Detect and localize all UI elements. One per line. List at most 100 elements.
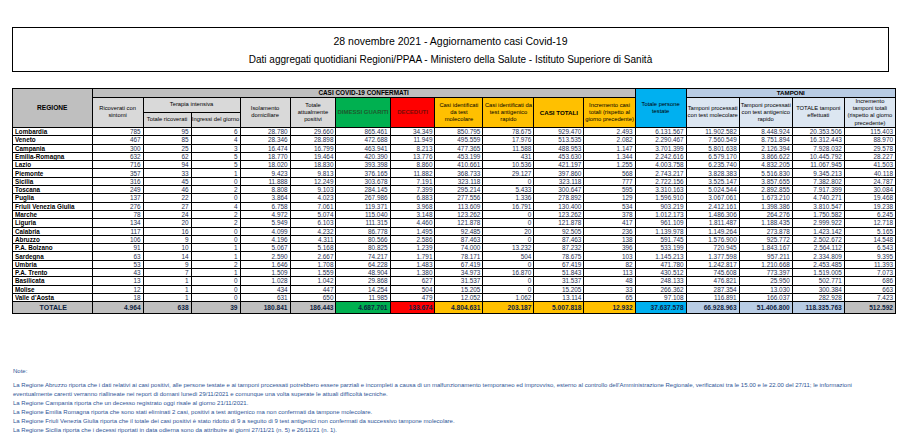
data-cell: 29.868 [336, 277, 390, 285]
data-cell: 453.630 [534, 152, 584, 160]
data-cell: 5.949 [240, 219, 290, 227]
data-cell: 376.165 [336, 169, 390, 177]
data-cell: 2.999.922 [792, 219, 844, 227]
data-cell: 1.495 [390, 227, 435, 235]
header-tamponi-totale: TOTALE tamponi effettuati [792, 98, 844, 128]
data-cell: 2.453.485 [792, 260, 844, 268]
header-ti-ingressi: Ingressi del giorno [191, 112, 240, 127]
header-tamponi-antigenico: Tamponi processati con test antigenico r… [739, 98, 792, 128]
data-cell: 502.771 [792, 277, 844, 285]
data-cell: 3.701.399 [635, 144, 686, 152]
data-cell: 30.084 [844, 186, 895, 194]
data-cell: 85 [143, 136, 191, 144]
data-cell: 300.647 [534, 186, 584, 194]
data-cell: 9.345.213 [792, 169, 844, 177]
data-cell: 686 [844, 277, 895, 285]
data-cell: 64.228 [336, 260, 390, 268]
data-cell: 9 [143, 260, 191, 268]
data-cell: 7.382.802 [792, 177, 844, 185]
data-cell: 65 [584, 293, 635, 301]
data-cell: 11.949 [390, 136, 435, 144]
data-cell: 7.423 [844, 293, 895, 301]
region-name: Molise [13, 285, 93, 293]
data-cell: 87.463 [534, 235, 584, 243]
region-name: Veneto [13, 136, 93, 144]
data-cell: 1.377.598 [686, 252, 739, 260]
data-cell: 92.485 [435, 227, 483, 235]
totale-cell: 5.007.818 [534, 302, 584, 314]
data-cell: 1.559 [290, 268, 336, 276]
data-cell: 9.395 [844, 252, 895, 260]
table-body: Lombardia78595628.78029.660865.46134.349… [13, 127, 896, 313]
data-cell: 6.245 [844, 210, 895, 218]
region-name: P.A. Bolzano [13, 244, 93, 252]
data-cell: 266.362 [635, 285, 686, 293]
data-cell: 119.371 [336, 202, 390, 210]
data-cell: 5.067 [240, 244, 290, 252]
data-cell: 397.860 [534, 169, 584, 177]
data-cell: 1.149.264 [686, 227, 739, 235]
table-row: Liguria1342025.9496.103111.3154.460121.8… [13, 219, 896, 227]
region-name: Sardegna [13, 252, 93, 260]
data-cell: 121.878 [534, 219, 584, 227]
totale-cell: 4.687.701 [336, 302, 390, 314]
data-cell: 1.596.910 [635, 194, 686, 202]
data-cell: 19.238 [844, 202, 895, 210]
data-cell: 4.972 [240, 210, 290, 218]
data-cell: 1.486.306 [686, 210, 739, 218]
data-cell: 421.197 [534, 161, 584, 169]
region-name: Lazio [13, 161, 93, 169]
data-cell: 33 [584, 285, 635, 293]
data-cell: 6.235.740 [686, 161, 739, 169]
data-cell: 0 [191, 235, 240, 243]
data-cell: 78 [92, 210, 143, 218]
data-cell: 34.973 [435, 268, 483, 276]
data-cell: 86.778 [336, 227, 390, 235]
data-cell: 0 [483, 210, 534, 218]
data-cell: 18.830 [290, 161, 336, 169]
data-cell: 40.118 [844, 169, 895, 177]
totale-cell: 39 [191, 302, 240, 314]
table-row: Veneto46785428.34628.898472.68811.949495… [13, 136, 896, 144]
data-cell: 1.062 [483, 293, 534, 301]
data-cell: 5.165 [844, 227, 895, 235]
data-cell: 1.012.173 [635, 210, 686, 218]
data-cell: 15.205 [435, 285, 483, 293]
data-cell: 74.000 [435, 244, 483, 252]
data-cell: 2.586 [390, 235, 435, 243]
data-cell: 850.795 [435, 127, 483, 135]
data-cell: 117 [92, 227, 143, 235]
data-cell: 2.564.112 [792, 244, 844, 252]
data-cell: 11.067.945 [792, 161, 844, 169]
data-cell: 471.780 [635, 260, 686, 268]
data-cell: 0 [191, 293, 240, 301]
data-cell: 0 [191, 285, 240, 293]
data-cell: 17.976 [483, 136, 534, 144]
data-cell: 28.227 [844, 152, 895, 160]
data-cell: 4.003.758 [635, 161, 686, 169]
data-cell: 9.103 [290, 186, 336, 194]
data-cell: 929.470 [534, 127, 584, 135]
totale-cell: 118.335.763 [792, 302, 844, 314]
header-regione: REGIONE [13, 89, 93, 128]
table-row: Valle d'Aosta181063165011.98547912.0521.… [13, 293, 896, 301]
region-name: Sicilia [13, 177, 93, 185]
data-cell: 632 [92, 152, 143, 160]
data-cell: 300.384 [792, 285, 844, 293]
data-cell: 20.353.506 [792, 127, 844, 135]
data-cell: 720.945 [686, 244, 739, 252]
data-cell: 4.832.205 [739, 161, 792, 169]
data-cell: 78.675 [483, 127, 534, 135]
data-cell: 0 [483, 285, 534, 293]
data-cell: 4 [191, 202, 240, 210]
data-cell: 1 [191, 268, 240, 276]
data-cell: 248.133 [635, 277, 686, 285]
data-cell: 264.276 [739, 210, 792, 218]
totale-cell: 203.187 [483, 302, 534, 314]
data-cell: 134 [92, 219, 143, 227]
data-cell: 278.892 [534, 194, 584, 202]
data-cell: 0 [191, 177, 240, 185]
data-cell: 276 [92, 202, 143, 210]
totale-cell: 4.964 [92, 302, 143, 314]
data-cell: 777 [584, 177, 635, 185]
